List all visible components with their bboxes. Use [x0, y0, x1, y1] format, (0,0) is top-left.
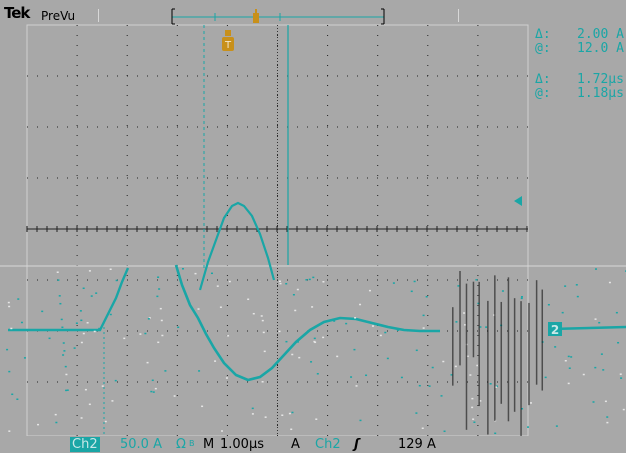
trigger-mode: A	[291, 437, 300, 452]
signal-noise	[6, 268, 626, 453]
amp-delta-value: 2.00 A	[577, 27, 624, 42]
trigger-slope-icon: ʃ	[354, 437, 360, 452]
status-bar: Ch2 50.0 A Ω B M 1.00µs A Ch2 ʃ 129 A	[0, 436, 626, 453]
bandwidth-limit-icon: B	[189, 439, 195, 448]
brand-logo: Tek	[4, 4, 30, 22]
trigger-source: Ch2	[315, 437, 341, 452]
amp-delta-label: Δ:	[535, 27, 551, 42]
trigger-position-marker[interactable]: T	[222, 30, 234, 51]
amp-at-value: 12.0 A	[577, 41, 624, 56]
time-delta-label: Δ:	[535, 72, 551, 87]
record-length-indicator	[171, 8, 385, 25]
timebase-value: 1.00µs	[220, 437, 264, 452]
waveform-trace-main	[174, 264, 440, 382]
channel-badge[interactable]: Ch2	[70, 437, 100, 452]
acquisition-mode: PreVu	[41, 9, 76, 23]
trigger-level-arrow[interactable]	[514, 196, 522, 206]
svg-text:2: 2	[551, 323, 559, 337]
time-delta-value: 1.72µs	[577, 72, 624, 87]
time-at-value: 1.18µs	[577, 86, 624, 101]
channel-2-marker[interactable]: 2	[548, 322, 562, 337]
top-separator	[458, 9, 459, 22]
waveform-trace-right	[551, 325, 626, 331]
top-bar: Tek PreVu	[0, 0, 626, 24]
cursor-readout: Δ: 2.00 A @: 12.0 A Δ: 1.72µs @: 1.18µs	[535, 28, 625, 101]
time-at-label: @:	[535, 86, 551, 101]
waveform-trace-leading-edge	[8, 267, 130, 332]
coupling-symbol: Ω	[176, 437, 186, 452]
waveform-trace-upper	[198, 201, 276, 291]
trigger-level: 129 A	[398, 437, 436, 452]
amp-at-label: @:	[535, 41, 551, 56]
graticule	[0, 24, 626, 437]
timebase-prefix: M	[203, 437, 215, 452]
svg-text:T: T	[224, 40, 232, 51]
vertical-scale: 50.0 A	[120, 437, 162, 452]
top-separator	[98, 9, 99, 22]
